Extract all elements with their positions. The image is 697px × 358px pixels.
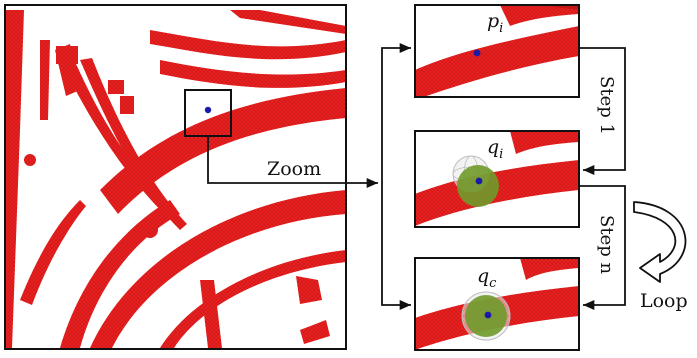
zoom-panel-qc: qc [414, 257, 580, 351]
main-frame [4, 4, 347, 350]
point-p [473, 49, 481, 57]
point-q [475, 177, 483, 185]
zoom-label: Zoom [267, 158, 321, 180]
label-q: qi [487, 136, 503, 162]
label-p: pi [487, 10, 503, 36]
seed-point [204, 106, 212, 114]
step1-connector: Step 1 [579, 47, 626, 176]
zoom-arrow: Zoom [207, 136, 378, 189]
vessel-overview-panel [4, 4, 347, 350]
fanout-arrows [381, 42, 411, 311]
zoom-panel-p: pi [414, 4, 580, 98]
zoom-panel-q: qi [414, 130, 580, 228]
stepn-connector: Step n [579, 185, 626, 311]
loop-label: Loop [640, 290, 688, 312]
vessel-network [5, 5, 346, 349]
point-qc [484, 311, 492, 319]
loop-arrow-icon: Loop [633, 201, 688, 312]
label-qc: qc [477, 265, 497, 291]
green-sphere-q [457, 165, 499, 207]
stepn-label: Step n [596, 215, 617, 274]
step1-label: Step 1 [596, 76, 617, 135]
